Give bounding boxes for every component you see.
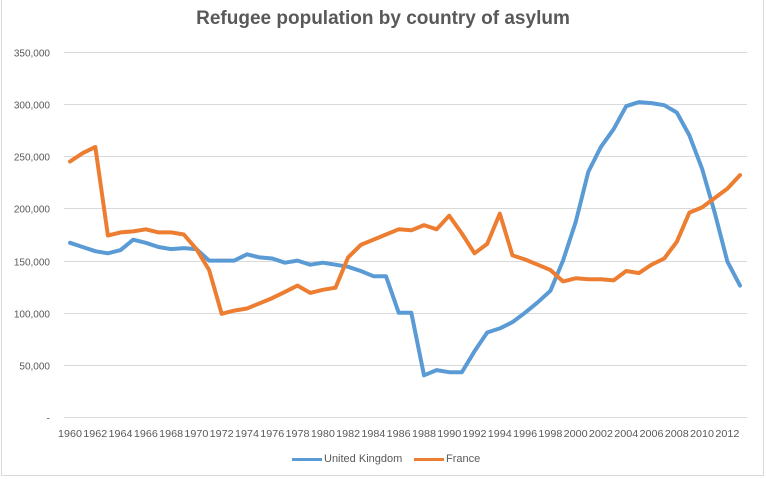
x-tick-label: 2002 [589, 429, 613, 440]
y-tick-label: - [47, 414, 50, 425]
x-tick-label: 1962 [83, 429, 107, 440]
y-tick-label: 100,000 [14, 310, 51, 321]
legend-item-united-kingdom[interactable]: United Kingdom [292, 452, 402, 466]
x-tick-label: 1970 [184, 429, 208, 440]
x-tick-label: 2006 [640, 429, 664, 440]
x-tick-label: 1966 [134, 429, 158, 440]
x-tick-label: 1992 [463, 429, 487, 440]
y-tick-label: 250,000 [14, 153, 51, 164]
x-tick-label: 2004 [614, 429, 638, 440]
legend-label: United Kingdom [324, 453, 403, 465]
series-line-france[interactable] [68, 144, 742, 316]
legend-item-france[interactable]: France [414, 452, 480, 466]
gridlines [64, 52, 747, 418]
x-tick-label: 1972 [210, 429, 234, 440]
x-tick-label: 1976 [260, 429, 284, 440]
x-axis-ticks: 1960 1962 1964 1966 1968 1970 1972 1974 1976 1978… [58, 429, 740, 440]
legend: United Kingdom France [0, 452, 766, 468]
y-tick-label: 150,000 [14, 258, 51, 269]
y-tick-label: 50,000 [19, 362, 50, 373]
x-tick-label: 2010 [690, 429, 714, 440]
legend-swatch-france [414, 457, 444, 461]
x-tick-label: 1994 [488, 429, 512, 440]
legend-swatch-united-kingdom [292, 457, 322, 461]
x-tick-label: 2008 [665, 429, 689, 440]
legend-label: France [446, 453, 481, 465]
x-tick-label: 1996 [513, 429, 537, 440]
x-tick-label: 1990 [437, 429, 461, 440]
x-tick-label: 1960 [58, 429, 82, 440]
x-tick-label: 1964 [109, 429, 133, 440]
x-tick-label: 1998 [538, 429, 562, 440]
series-lines [68, 100, 742, 378]
x-tick-label: 1978 [286, 429, 310, 440]
x-tick-label: 2012 [715, 429, 739, 440]
series-line-united-kingdom[interactable] [68, 100, 742, 378]
y-axis-ticks: - 50,000 100,000 150,000 200,000 250,000 300,0… [14, 49, 51, 425]
y-tick-label: 200,000 [14, 205, 51, 216]
x-tick-label: 1980 [311, 429, 335, 440]
x-tick-label: 1984 [361, 429, 385, 440]
x-tick-label: 1986 [387, 429, 411, 440]
chart-title: Refugee population by country of asylum [196, 8, 570, 29]
x-tick-label: 1988 [412, 429, 436, 440]
x-tick-label: 1982 [336, 429, 360, 440]
y-tick-label: 300,000 [14, 101, 51, 112]
y-tick-label: 350,000 [14, 49, 51, 60]
x-tick-label: 2000 [564, 429, 588, 440]
x-tick-label: 1968 [159, 429, 183, 440]
x-tick-label: 1974 [235, 429, 259, 440]
